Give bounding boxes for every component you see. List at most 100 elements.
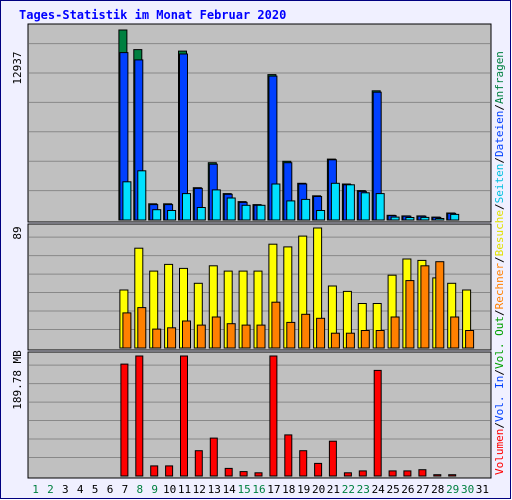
bar-seiten [345, 184, 355, 221]
bar-rechner [435, 261, 445, 349]
legend-sep-5: / [493, 203, 506, 210]
bar-volumen [284, 434, 293, 477]
day-label: 7 [122, 483, 129, 496]
bar-seiten [256, 204, 266, 221]
day-label: 27 [416, 483, 429, 496]
day-label: 9 [151, 483, 158, 496]
legend-sep-2: / [493, 369, 506, 376]
day-label: 29 [446, 483, 459, 496]
bar-seiten [420, 216, 430, 221]
bar-volumen [358, 470, 367, 477]
bar-rechner [390, 316, 400, 349]
legend-besuche: Besuche [493, 210, 506, 256]
bar-rechner [241, 324, 251, 349]
day-label: 30 [461, 483, 474, 496]
day-label: 25 [386, 483, 399, 496]
bar-rechner [465, 330, 475, 349]
legend-vol-in: Vol. In [493, 376, 506, 422]
day-label: 4 [77, 483, 84, 496]
day-label: 19 [297, 483, 310, 496]
day-label: 10 [163, 483, 176, 496]
day-label: 5 [92, 483, 99, 496]
bar-rechner [420, 265, 430, 349]
day-label: 26 [401, 483, 414, 496]
bar-volumen [239, 471, 248, 477]
bar-seiten [390, 216, 400, 221]
bar-volumen [269, 355, 278, 477]
day-label: 8 [136, 483, 143, 496]
bar-rechner [167, 327, 177, 349]
bar-volumen [314, 462, 323, 477]
bar-seiten [301, 198, 311, 221]
bar-volumen [224, 467, 233, 477]
bar-volumen [448, 474, 457, 477]
bar-volumen [254, 472, 263, 477]
legend-sep-6: / [493, 157, 506, 164]
legend-vol-out: Vol. Out [493, 316, 506, 369]
bar-volumen [328, 440, 337, 477]
chart-bars [118, 29, 475, 477]
day-label: 17 [267, 483, 280, 496]
day-label: 18 [282, 483, 295, 496]
legend-sep-1: / [493, 422, 506, 429]
bar-rechner [211, 316, 221, 349]
bar-volumen [373, 369, 382, 477]
day-label: 2 [47, 483, 54, 496]
day-axis: 1 2 3 4 5 6 7 8 9 10 11 12 13 14 15 16 17 18 19 20 21 22 23 24 2… [32, 483, 489, 496]
bar-seiten [375, 193, 385, 221]
bar-rechner [345, 332, 355, 349]
bar-rechner [226, 323, 236, 349]
bar-volumen [180, 355, 188, 477]
day-label: 20 [312, 483, 325, 496]
bar-volumen [299, 450, 308, 477]
bar-volumen [418, 469, 427, 477]
bar-rechner [122, 312, 132, 349]
bar-seiten [167, 210, 177, 221]
legend-sep-3: / [493, 309, 506, 316]
scale-label-requests: 12937 [11, 51, 24, 84]
bar-seiten [286, 200, 296, 221]
day-label: 12 [193, 483, 206, 496]
panel-requests [27, 23, 492, 223]
legend-volumen: Volumen [493, 429, 506, 475]
bar-rechner [152, 328, 162, 349]
legend-sep-4: / [493, 256, 506, 263]
bar-rechner [286, 321, 296, 349]
bar-volumen [403, 470, 412, 477]
day-label: 15 [237, 483, 250, 496]
bar-volumen [343, 472, 352, 477]
bar-volumen [194, 450, 203, 477]
bar-rechner [450, 316, 460, 349]
bar-rechner [301, 313, 311, 349]
bar-rechner [405, 280, 415, 349]
bar-seiten [211, 189, 221, 221]
bar-seiten [405, 217, 415, 221]
day-label: 11 [178, 483, 191, 496]
bar-rechner [316, 317, 326, 349]
bar-seiten [330, 182, 340, 221]
bar-volumen [433, 474, 442, 477]
bar-rechner [375, 330, 385, 349]
bar-rechner [196, 324, 206, 349]
legend-rechner: Rechner [493, 263, 506, 310]
bar-seiten [360, 192, 370, 221]
legend-anfragen: Anfragen [493, 51, 506, 104]
bar-seiten [450, 213, 460, 221]
bar-rechner [271, 301, 281, 349]
bar-seiten [122, 181, 132, 221]
bar-volumen [150, 465, 159, 477]
day-label: 16 [252, 483, 265, 496]
day-label: 13 [208, 483, 221, 496]
bar-volumen [209, 437, 218, 477]
scale-label-visits: 89 [11, 226, 24, 239]
bar-rechner [330, 332, 340, 349]
day-label: 31 [476, 483, 489, 496]
bar-rechner [182, 320, 191, 349]
bar-seiten [182, 193, 191, 221]
bar-volumen [135, 355, 144, 477]
legend-right: Volumen/Vol. In/Vol. Out/Rechner/Besuche… [493, 51, 506, 475]
scale-label-volume: 189.78 MB [11, 350, 24, 410]
day-label: 28 [431, 483, 444, 496]
chart-title: Tages-Statistik im Monat Februar 2020 [19, 8, 286, 22]
